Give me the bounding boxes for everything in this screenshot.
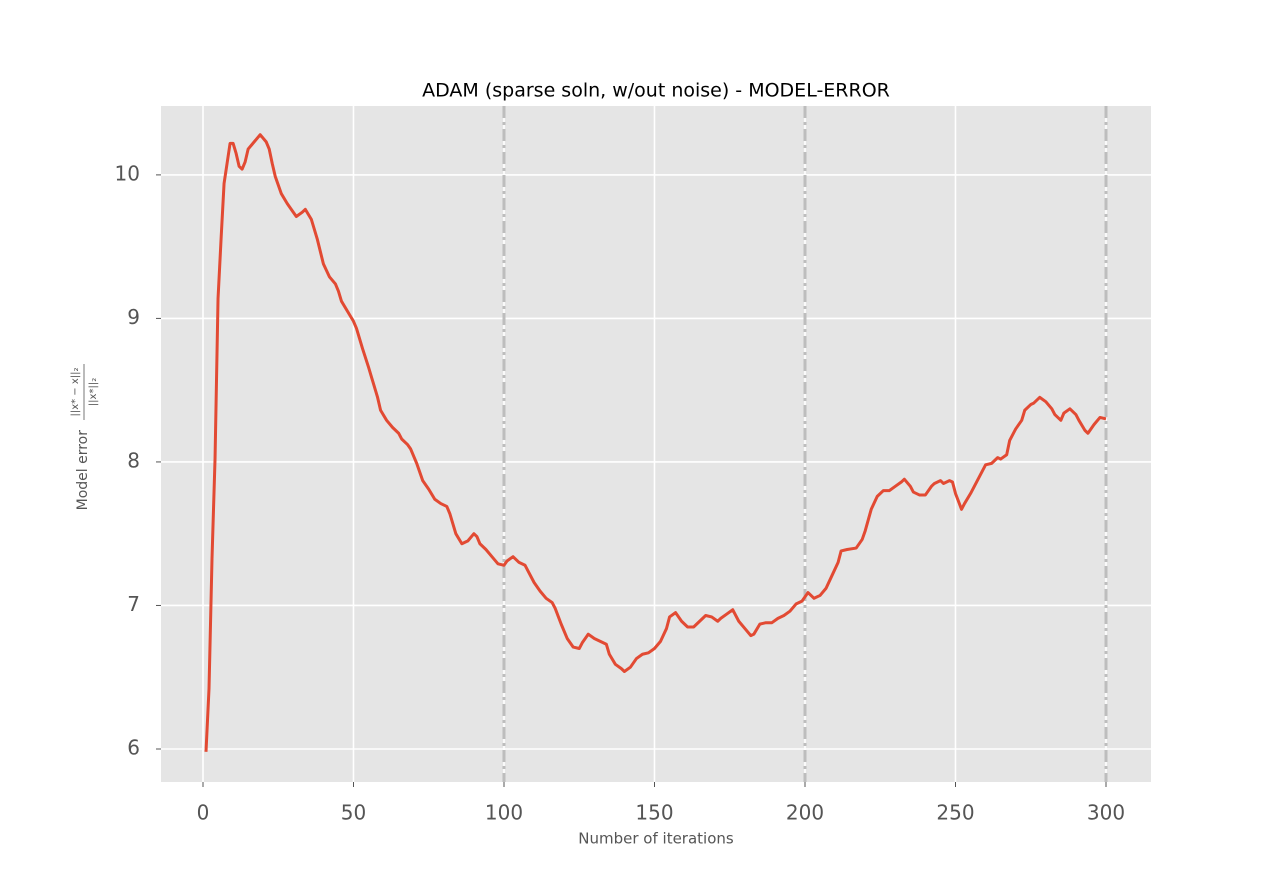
x-tick-label: 100 [485, 801, 523, 825]
y-axis-label: Model error ||x* − x||₂ ||x*||₂ [70, 364, 99, 510]
y-tick-label: 9 [127, 305, 140, 329]
y-tick-label: 6 [127, 735, 140, 759]
x-tick-label: 150 [635, 801, 673, 825]
x-tick-label: 300 [1087, 801, 1125, 825]
x-tick-label: 250 [936, 801, 974, 825]
x-tick-label: 0 [197, 801, 210, 825]
y-tick-label: 10 [115, 161, 140, 185]
x-tick-label: 200 [786, 801, 824, 825]
x-tick-label: 50 [341, 801, 366, 825]
data-line [204, 133, 1107, 752]
x-axis-label: Number of iterations [578, 830, 734, 848]
y-tick-label: 8 [127, 448, 140, 472]
plot-area [161, 106, 1151, 782]
y-label-numerator: ||x* − x||₂ [70, 367, 81, 416]
y-tick-label: 7 [127, 592, 140, 616]
y-label-denominator: ||x*||₂ [88, 378, 99, 406]
chart-title: ADAM (sparse soln, w/out noise) - MODEL-… [422, 80, 890, 102]
y-axis-label-text: Model error [75, 430, 91, 511]
